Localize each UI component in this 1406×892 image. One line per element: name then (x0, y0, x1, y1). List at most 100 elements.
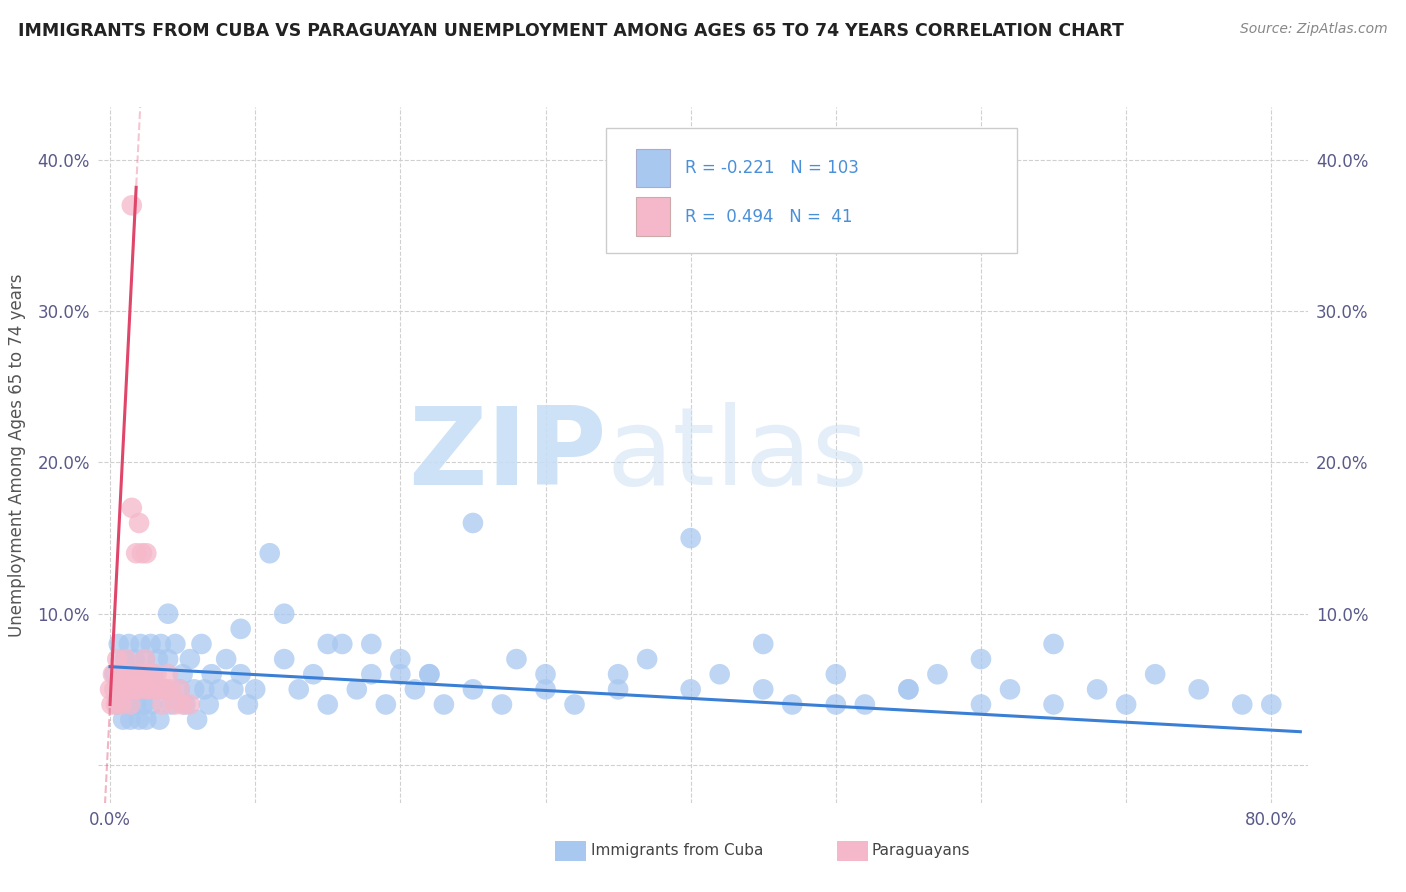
Point (136, 667, 159, 681)
Point (1188, 682, 1211, 697)
Point (197, 698, 219, 712)
Point (165, 698, 187, 712)
Point (148, 682, 170, 697)
Text: R =  0.494   N =  41: R = 0.494 N = 41 (685, 208, 852, 226)
Point (169, 682, 191, 697)
Point (165, 637, 187, 651)
Point (259, 546, 281, 560)
Point (139, 667, 162, 681)
Point (101, 667, 124, 681)
Point (236, 698, 259, 712)
Point (287, 682, 309, 697)
Point (149, 637, 172, 651)
Point (111, 682, 134, 697)
Point (139, 637, 162, 651)
Point (157, 607, 180, 621)
Point (245, 682, 267, 697)
Point (1042, 698, 1064, 712)
Point (124, 652, 146, 666)
Point (679, 531, 702, 545)
Point (150, 698, 173, 712)
Point (273, 652, 295, 666)
Point (208, 682, 231, 697)
Point (117, 682, 139, 697)
Point (129, 667, 152, 681)
Point (134, 652, 156, 666)
Point (534, 682, 557, 697)
Point (389, 652, 412, 666)
Text: atlas: atlas (606, 402, 869, 508)
Point (121, 198, 143, 212)
Point (172, 667, 194, 681)
Point (120, 698, 142, 712)
Point (229, 667, 252, 681)
Text: IMMIGRANTS FROM CUBA VS PARAGUAYAN UNEMPLOYMENT AMONG AGES 65 TO 74 YEARS CORREL: IMMIGRANTS FROM CUBA VS PARAGUAYAN UNEMP… (18, 22, 1125, 40)
Point (122, 682, 145, 697)
Point (404, 682, 426, 697)
Point (183, 682, 205, 697)
Point (330, 637, 353, 651)
Bar (637, 197, 671, 235)
Point (186, 713, 208, 727)
Point (120, 713, 142, 727)
Point (124, 667, 146, 681)
Point (461, 516, 484, 530)
Point (146, 652, 169, 666)
Point (114, 652, 136, 666)
Point (752, 637, 775, 651)
Point (897, 682, 920, 697)
Point (131, 546, 153, 560)
Point (193, 682, 215, 697)
Point (607, 667, 630, 681)
Point (114, 682, 136, 697)
Point (316, 637, 339, 651)
Point (824, 667, 846, 681)
Point (970, 652, 993, 666)
Point (135, 546, 157, 560)
Point (433, 698, 456, 712)
Point (360, 667, 382, 681)
Point (100, 698, 122, 712)
Point (222, 682, 245, 697)
Point (108, 667, 131, 681)
Point (105, 652, 128, 666)
Point (141, 698, 163, 712)
Point (172, 698, 194, 712)
Point (148, 713, 170, 727)
Point (132, 682, 155, 697)
Point (229, 622, 252, 636)
Point (1085, 682, 1108, 697)
Point (534, 667, 557, 681)
Point (131, 682, 153, 697)
Point (122, 682, 145, 697)
Text: R = -0.221   N = 103: R = -0.221 N = 103 (685, 160, 859, 178)
Point (1232, 698, 1254, 712)
Point (461, 682, 484, 697)
Text: Paraguayans: Paraguayans (872, 844, 970, 858)
Point (107, 682, 129, 697)
Point (190, 637, 212, 651)
Point (142, 682, 165, 697)
FancyBboxPatch shape (606, 128, 1018, 253)
Point (418, 667, 440, 681)
Point (174, 698, 197, 712)
Point (1042, 637, 1064, 651)
Text: Immigrants from Cuba: Immigrants from Cuba (591, 844, 763, 858)
Point (302, 667, 325, 681)
Point (127, 667, 149, 681)
Point (824, 698, 846, 712)
Point (179, 652, 201, 666)
Point (127, 682, 149, 697)
Point (153, 682, 176, 697)
Point (491, 698, 513, 712)
Point (927, 667, 949, 681)
Point (125, 698, 148, 712)
Point (125, 546, 148, 560)
Point (505, 652, 527, 666)
Point (111, 698, 134, 712)
Point (157, 652, 180, 666)
Point (118, 667, 141, 681)
Point (160, 682, 183, 697)
Point (128, 713, 150, 727)
Point (360, 637, 382, 651)
